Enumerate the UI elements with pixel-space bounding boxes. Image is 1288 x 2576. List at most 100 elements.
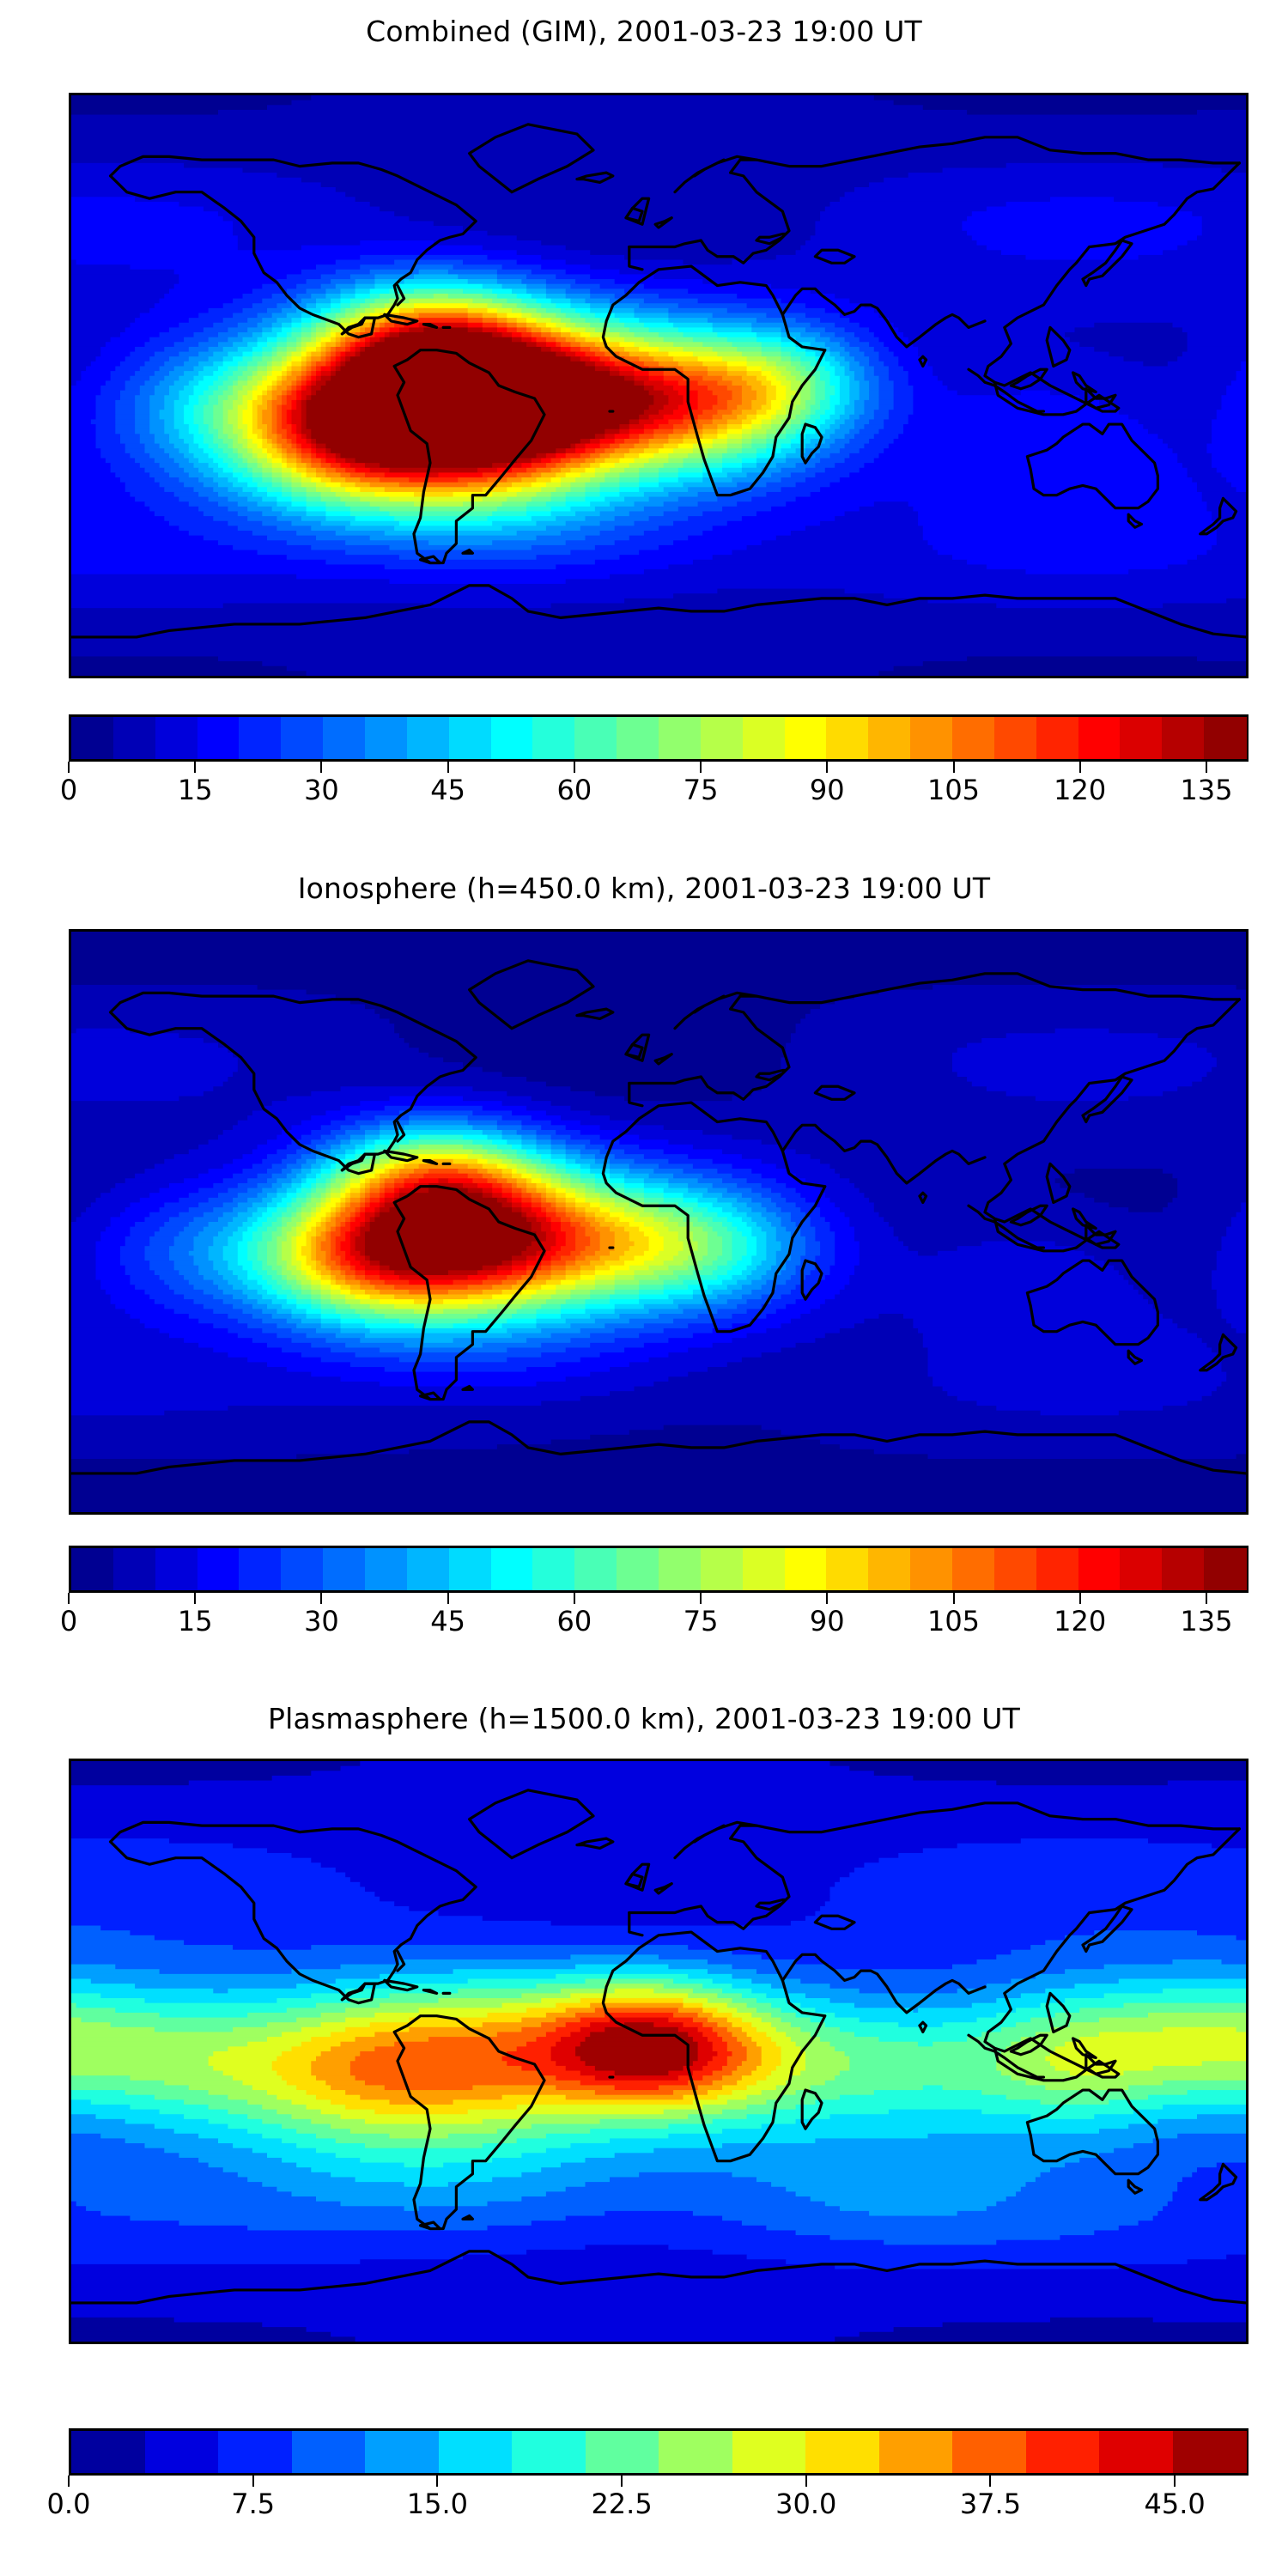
panel-combined-gim: Combined (GIM), 2001-03-23 19:00 UT <box>0 17 1288 46</box>
colorbar-tick-mark <box>826 1593 829 1604</box>
colorbar-tick-label: 60 <box>556 774 592 806</box>
colorbar-tick-mark <box>68 2476 70 2487</box>
colorbar-segment <box>1025 2431 1100 2473</box>
colorbar-strip-plasmasphere[interactable] <box>69 2428 1249 2476</box>
colorbar-segment <box>71 1548 114 1590</box>
colorbar-segment <box>406 1548 450 1590</box>
colorbar-segment <box>910 717 953 759</box>
colorbar-tick-label: 135 <box>1180 1605 1233 1637</box>
colorbar-tick-label: 0 <box>59 774 78 806</box>
colorbar-segment <box>574 717 617 759</box>
colorbar-segment <box>1078 717 1121 759</box>
colorbar-segment <box>617 717 659 759</box>
colorbar-ionosphere: 0 15 30 45 60 75 90 105 120 135 <box>60 1546 1249 1643</box>
colorbar-tick-mark <box>826 762 829 773</box>
colorbar-segment <box>1162 717 1205 759</box>
colorbar-segment <box>700 717 744 759</box>
panel-title-combined: Combined (GIM), 2001-03-23 19:00 UT <box>366 15 922 48</box>
colorbar-tick-mark <box>252 2476 254 2487</box>
colorbar-tick-label: 0 <box>59 1605 78 1637</box>
colorbar-tick-mark <box>447 762 449 773</box>
colorbar-segment <box>71 2431 146 2473</box>
colorbar-strip-combined[interactable] <box>69 714 1249 762</box>
colorbar-tick-mark <box>1174 2476 1176 2487</box>
colorbar-tick-label: 15.0 <box>406 2488 468 2520</box>
colorbar-tick-mark <box>1078 762 1081 773</box>
colorbar-combined-gim: 0 15 30 45 60 75 90 105 120 135 <box>60 714 1249 811</box>
colorbar-tick-label: 90 <box>809 1605 845 1637</box>
map-canvas-plasmasphere <box>71 1761 1246 2342</box>
map-field-combined <box>71 95 1246 676</box>
colorbar-segment <box>993 1548 1037 1590</box>
colorbar-tick-mark <box>700 762 702 773</box>
colorbar-segment <box>826 1548 870 1590</box>
colorbar-segment <box>112 1548 156 1590</box>
colorbar-segment <box>512 2431 586 2473</box>
colorbar-segment <box>868 717 911 759</box>
colorbar-segment <box>700 1548 744 1590</box>
colorbar-segment <box>144 2431 219 2473</box>
colorbar-segment <box>532 1548 576 1590</box>
colorbar-tick-mark <box>68 762 70 773</box>
colorbar-tick-label: 0.0 <box>46 2488 91 2520</box>
colorbar-segment <box>365 717 408 759</box>
colorbar-segment <box>1172 2431 1247 2473</box>
colorbar-segment <box>281 1548 324 1590</box>
colorbar-segment <box>878 2431 953 2473</box>
colorbar-segment <box>1162 1548 1205 1590</box>
colorbar-tick-label: 45.0 <box>1144 2488 1206 2520</box>
colorbar-segment <box>406 717 450 759</box>
colorbar-tick-label: 105 <box>927 774 981 806</box>
colorbar-segment <box>805 2431 880 2473</box>
colorbar-segment <box>532 717 576 759</box>
colorbar-segment <box>784 717 828 759</box>
colorbar-ticks-plasmasphere <box>68 2476 1249 2488</box>
colorbar-tick-label: 120 <box>1054 774 1107 806</box>
colorbar-tick-mark <box>194 1593 197 1604</box>
colorbar-segment <box>71 717 114 759</box>
colorbar-tick-mark <box>621 2476 623 2487</box>
colorbar-tick-label: 120 <box>1054 1605 1107 1637</box>
map-field-ionosphere <box>71 932 1246 1512</box>
colorbar-segment <box>784 1548 828 1590</box>
colorbar-segment <box>281 717 324 759</box>
colorbar-tick-label: 22.5 <box>591 2488 653 2520</box>
colorbar-segment <box>1099 2431 1174 2473</box>
colorbar-segment <box>617 1548 659 1590</box>
colorbar-tick-label: 135 <box>1180 774 1233 806</box>
colorbar-segment <box>910 1548 953 1590</box>
panel-title-plasmasphere: Plasmasphere (h=1500.0 km), 2001-03-23 1… <box>268 1702 1020 1735</box>
colorbar-tick-label: 15 <box>177 1605 213 1637</box>
colorbar-tick-mark <box>320 1593 323 1604</box>
colorbar-plasmasphere: 0.0 7.5 15.0 22.5 30.0 37.5 45.0 <box>47 2428 1249 2525</box>
colorbar-tick-label: 45 <box>430 1605 465 1637</box>
colorbar-segment <box>1204 1548 1247 1590</box>
colorbar-segment <box>112 717 156 759</box>
map-canvas-ionosphere <box>71 932 1246 1512</box>
colorbar-segment <box>585 2431 659 2473</box>
colorbar-segment <box>952 1548 995 1590</box>
colorbar-segment <box>365 1548 408 1590</box>
colorbar-tick-label: 15 <box>177 774 213 806</box>
colorbar-segment <box>868 1548 911 1590</box>
colorbar-segment <box>323 717 366 759</box>
colorbar-tick-label: 60 <box>556 1605 592 1637</box>
panel-title-ionosphere: Ionosphere (h=450.0 km), 2001-03-23 19:0… <box>297 872 991 905</box>
colorbar-segment <box>155 1548 198 1590</box>
colorbar-tick-label: 7.5 <box>231 2488 276 2520</box>
colorbar-segment <box>1120 717 1163 759</box>
colorbar-tick-label: 90 <box>809 774 845 806</box>
colorbar-segment <box>323 1548 366 1590</box>
colorbar-segment <box>1078 1548 1121 1590</box>
colorbar-segment <box>218 2431 293 2473</box>
coastlines-overlay-plasmasphere <box>71 1789 1246 2305</box>
colorbar-tick-label: 75 <box>683 1605 719 1637</box>
colorbar-strip-ionosphere[interactable] <box>69 1546 1249 1593</box>
map-canvas-combined <box>71 95 1246 676</box>
colorbar-segment <box>448 717 492 759</box>
colorbar-tick-label: 37.5 <box>959 2488 1022 2520</box>
colorbar-segment <box>155 717 198 759</box>
colorbar-segment <box>490 1548 534 1590</box>
colorbar-tick-mark <box>194 762 197 773</box>
